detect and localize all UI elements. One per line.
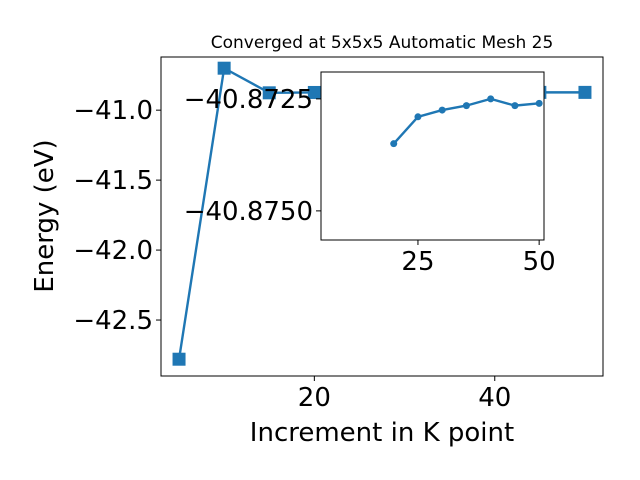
main-data-point xyxy=(172,352,186,366)
inset-data-point xyxy=(438,106,446,114)
main-y-ticks: −41.0 −41.5 −42.0 −42.5 xyxy=(73,96,161,336)
main-x-ticks: 20 40 xyxy=(298,376,511,413)
main-y-tick-label: −42.5 xyxy=(73,306,153,336)
inset-x-ticks: 25 50 xyxy=(401,240,556,277)
main-data-point xyxy=(217,61,231,75)
main-x-tick-label: 20 xyxy=(298,383,331,413)
inset-data-point xyxy=(390,140,398,148)
inset-axes: 25 50 −40.8750 −40.8725 xyxy=(184,71,556,277)
main-y-tick-label: −41.0 xyxy=(73,96,153,126)
y-axis-label: Energy (eV) xyxy=(30,139,60,292)
main-y-tick-label: −42.0 xyxy=(73,236,153,266)
main-data-point xyxy=(578,85,592,99)
inset-data-point xyxy=(462,102,470,110)
inset-data-point xyxy=(414,113,422,121)
main-data-point xyxy=(307,85,321,99)
x-axis-label: Increment in K point xyxy=(250,418,514,448)
inset-x-tick-label: 25 xyxy=(401,247,434,277)
main-y-tick-label: −41.5 xyxy=(73,166,153,196)
main-data-point xyxy=(262,86,276,100)
inset-series-markers xyxy=(390,95,543,148)
inset-data-point xyxy=(487,95,495,103)
inset-y-ticks: −40.8750 −40.8725 xyxy=(184,85,321,227)
chart-title: Converged at 5x5x5 Automatic Mesh 25 xyxy=(211,33,554,53)
inset-y-tick-label: −40.8725 xyxy=(184,85,313,115)
inset-data-point xyxy=(535,99,543,107)
inset-plot-frame xyxy=(320,71,545,241)
inset-x-tick-label: 50 xyxy=(523,247,556,277)
inset-data-point xyxy=(511,102,519,110)
main-x-tick-label: 40 xyxy=(478,383,511,413)
inset-y-tick-label: −40.8750 xyxy=(184,197,313,227)
